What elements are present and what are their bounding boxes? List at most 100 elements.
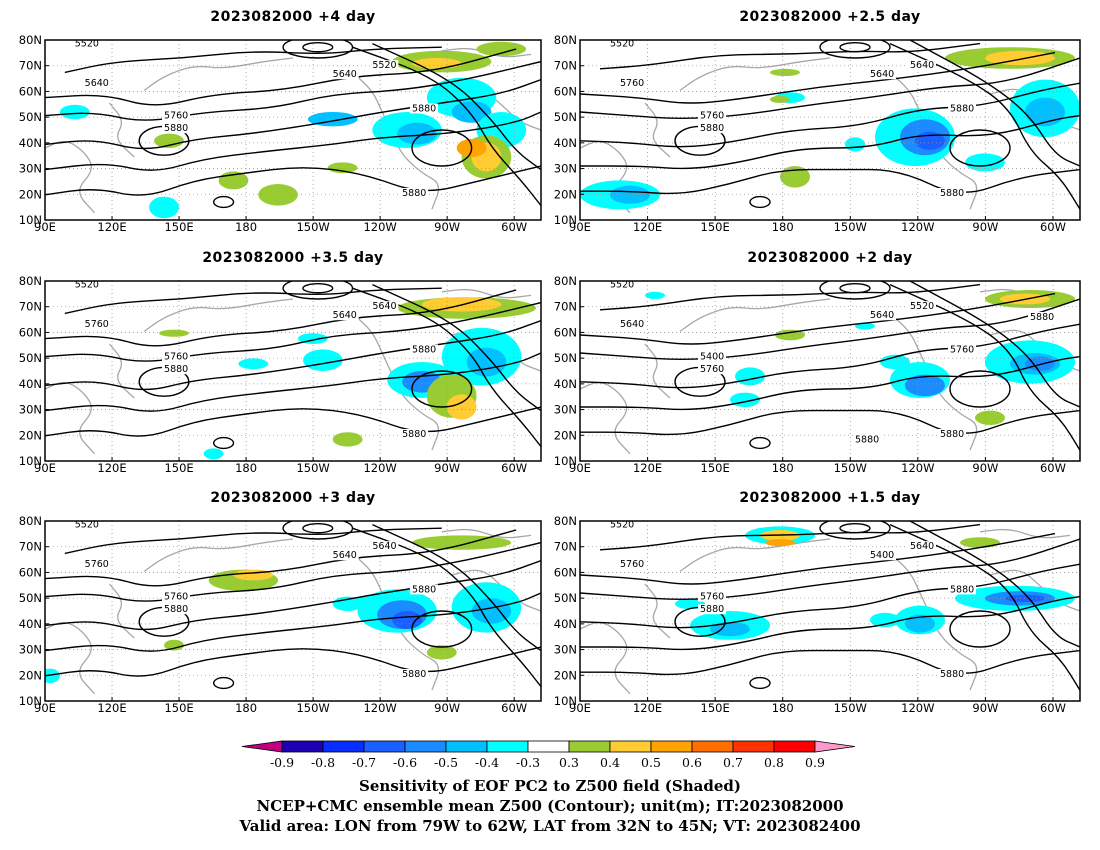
sensitivity-shading	[870, 612, 900, 628]
contour-label-bg	[162, 351, 191, 362]
sensitivity-shading	[710, 621, 750, 637]
contour-label: 5880	[950, 584, 974, 595]
colorbar: -0.9 -0.8 -0.7 -0.6 -0.5 -0.4 -0.3 0.3 0.4 0.5 0.6…	[241, 740, 856, 770]
z500-contour	[372, 523, 541, 652]
sensitivity-shading	[446, 394, 477, 420]
z500-contour	[45, 592, 541, 652]
sensitivity-shading	[466, 347, 507, 377]
coastline	[143, 57, 294, 91]
z500-contour	[45, 111, 541, 171]
contour-label: 5640	[870, 310, 894, 321]
map-panel-p6: 5520564054005760576058805880588020230820…	[554, 490, 1081, 715]
lat-tick-label: 70N	[554, 59, 577, 73]
contour-label: 5880	[412, 344, 436, 355]
lat-tick-label: 40N	[19, 617, 42, 631]
colorbar-box	[732, 740, 775, 753]
contour-label-bg	[938, 429, 966, 439]
z500-contour	[580, 292, 1056, 345]
contour-label: 5520	[372, 60, 396, 71]
colorbar-label: 0.3	[559, 755, 579, 770]
colorbar-box	[445, 740, 488, 753]
contour-label: 5760	[700, 364, 724, 375]
z500-contour	[45, 289, 517, 347]
lat-tick-label: 10N	[554, 694, 577, 708]
z500-contour	[599, 283, 981, 311]
contour-label: 5880	[940, 669, 964, 680]
contour-label: 5640	[910, 541, 934, 552]
lat-tick-label: 30N	[19, 403, 42, 417]
sensitivity-shading	[845, 137, 865, 152]
contour-label-bg	[72, 521, 101, 530]
lat-tick-label: 20N	[554, 668, 577, 682]
contour-label: 5520	[610, 39, 634, 50]
z500-contour	[599, 523, 981, 551]
lon-tick-label: 150E	[164, 220, 193, 234]
lon-tick-label: 120W	[901, 701, 934, 715]
contour-label-bg	[72, 281, 101, 290]
lat-tick-label: 30N	[554, 643, 577, 657]
colorbar-label: -0.4	[475, 755, 499, 770]
sensitivity-shading	[770, 95, 790, 103]
z500-contour	[889, 283, 1080, 451]
lon-tick-label: 120E	[97, 701, 126, 715]
coastline	[441, 288, 532, 299]
coastline	[580, 621, 631, 695]
contour-label: 5520	[610, 280, 634, 291]
z500-closed-contour	[819, 521, 891, 540]
contour-label: 5880	[950, 103, 974, 114]
contour-label: 5640	[870, 69, 894, 80]
colorbar-box	[486, 740, 529, 753]
contour-label: 5520	[910, 301, 934, 312]
lat-tick-label: 20N	[554, 187, 577, 201]
sensitivity-shading	[645, 291, 665, 299]
lat-tick-label: 70N	[19, 300, 42, 314]
z500-closed-contour	[411, 610, 473, 648]
contour-label: 5880	[164, 364, 188, 375]
sensitivity-shading	[471, 598, 512, 624]
contour-label-bg	[948, 344, 976, 355]
lat-tick-label: 20N	[19, 187, 42, 201]
lon-tick-label: 180	[235, 220, 257, 234]
z500-closed-contour	[949, 129, 1011, 167]
colorbar-box	[609, 740, 652, 753]
lat-tick-label: 30N	[19, 643, 42, 657]
lat-tick-label: 40N	[554, 377, 577, 391]
contour-label: 5520	[75, 39, 99, 50]
sensitivity-shading	[238, 358, 269, 370]
lon-tick-label: 60W	[1040, 220, 1066, 234]
z500-closed-contour	[949, 610, 1011, 648]
lat-tick-label: 70N	[554, 540, 577, 554]
contour-label: 5880	[940, 429, 964, 440]
colorbar-box	[650, 740, 693, 753]
z500-contour	[64, 46, 442, 74]
contour-label: 5760	[164, 111, 188, 122]
lat-tick-label: 60N	[19, 325, 42, 339]
z500-closed-contour	[839, 283, 871, 294]
lon-tick-label: 90E	[34, 701, 56, 715]
map-frame	[579, 39, 1081, 221]
coastline	[979, 528, 1071, 539]
sensitivity-shading	[675, 598, 705, 610]
lon-tick-label: 90E	[34, 220, 56, 234]
lon-tick-label: 180	[235, 701, 257, 715]
lon-tick-label: 120E	[97, 220, 126, 234]
z500-contour	[45, 352, 541, 412]
z500-contour	[599, 42, 981, 70]
lon-tick-label: 60W	[501, 220, 527, 234]
sensitivity-shading	[258, 184, 298, 206]
lon-tick-label: 150E	[701, 220, 730, 234]
sensitivity-shading	[332, 432, 363, 447]
contour-label-bg	[608, 40, 636, 49]
lon-tick-label: 150W	[296, 220, 329, 234]
contour-label: 5400	[700, 352, 724, 363]
map-frame	[579, 280, 1081, 462]
contour-label: 5640	[333, 310, 357, 321]
lon-tick-label: 120E	[633, 701, 662, 715]
z500-closed-contour	[282, 281, 354, 300]
contour-label-bg	[698, 110, 726, 121]
contour-label: 5520	[75, 280, 99, 291]
lat-tick-label: 10N	[19, 213, 42, 227]
contour-label-bg	[698, 351, 726, 362]
colorbar-label: -0.6	[393, 755, 417, 770]
colorbar-box	[322, 740, 365, 753]
